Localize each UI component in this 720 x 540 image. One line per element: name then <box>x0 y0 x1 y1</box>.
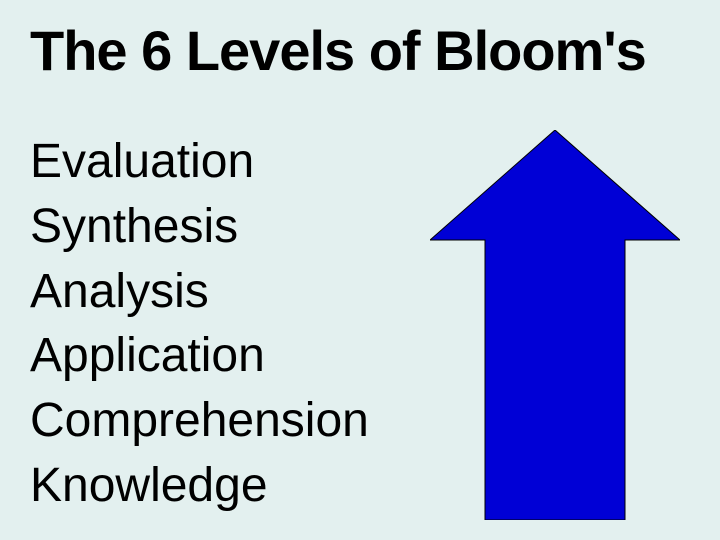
arrow-svg <box>430 130 680 520</box>
slide-title: The 6 Levels of Bloom's <box>30 18 690 83</box>
level-item: Evaluation <box>30 130 369 195</box>
level-item: Analysis <box>30 260 369 325</box>
slide: The 6 Levels of Bloom's Evaluation Synth… <box>0 0 720 540</box>
level-item: Comprehension <box>30 389 369 454</box>
levels-list: Evaluation Synthesis Analysis Applicatio… <box>30 130 369 519</box>
level-item: Knowledge <box>30 454 369 519</box>
up-arrow-icon <box>430 130 680 520</box>
level-item: Application <box>30 324 369 389</box>
level-item: Synthesis <box>30 195 369 260</box>
